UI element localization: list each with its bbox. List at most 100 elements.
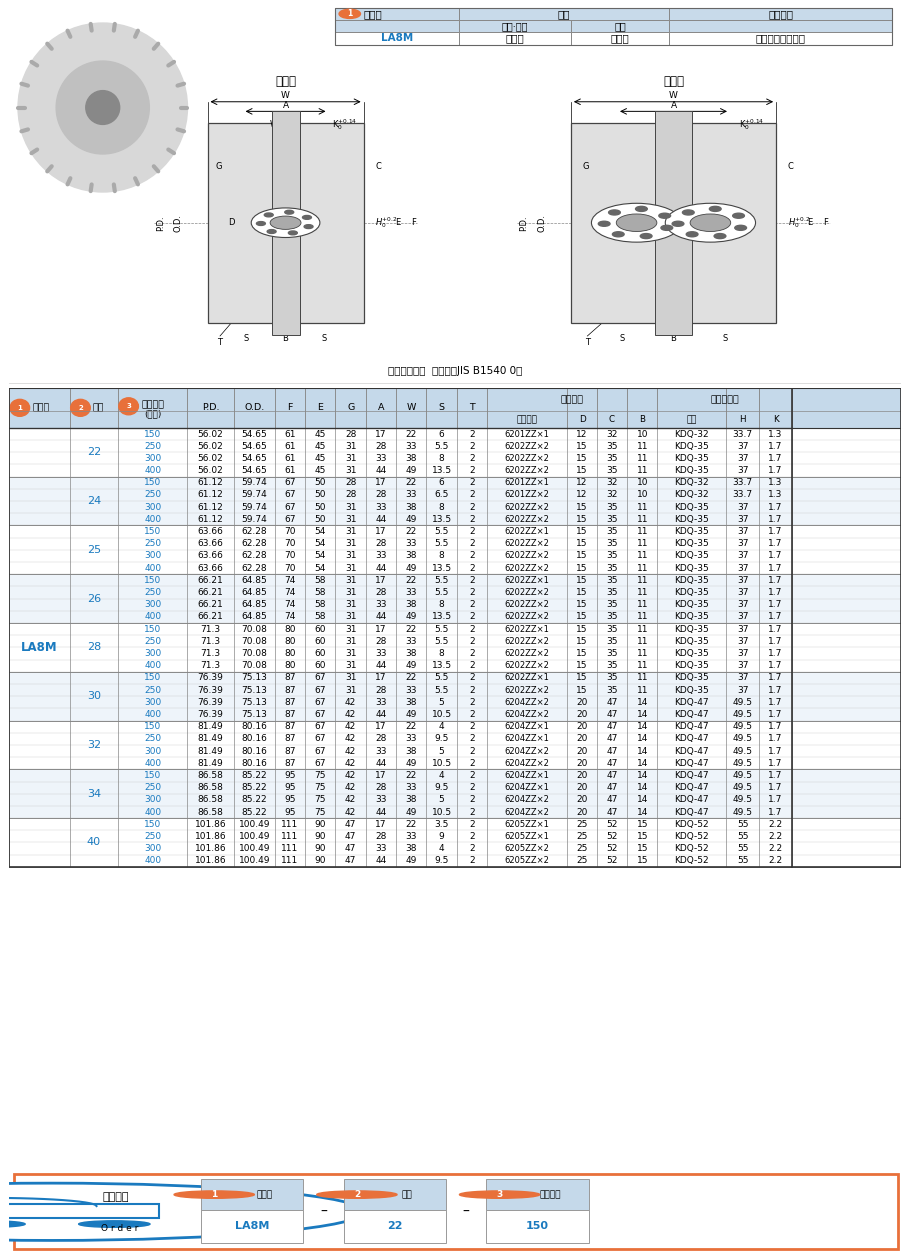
- Bar: [9, 452, 901, 465]
- Text: 1.7: 1.7: [768, 734, 783, 743]
- Text: 32: 32: [86, 740, 101, 750]
- Text: 31: 31: [345, 528, 357, 536]
- Text: 37: 37: [737, 661, 748, 670]
- Text: 2: 2: [470, 856, 475, 865]
- Circle shape: [616, 214, 657, 232]
- Text: 1.7: 1.7: [768, 661, 783, 670]
- Text: 150: 150: [526, 1221, 549, 1231]
- Text: 54.65: 54.65: [241, 442, 268, 451]
- Text: 5: 5: [439, 747, 444, 755]
- Text: 9.5: 9.5: [434, 734, 449, 743]
- Text: 35: 35: [606, 686, 618, 695]
- Text: 250: 250: [144, 539, 161, 548]
- Text: 11: 11: [636, 661, 648, 670]
- Text: P.D.: P.D.: [202, 403, 219, 413]
- Text: 表面处理: 表面处理: [768, 9, 793, 19]
- Text: 31: 31: [345, 648, 357, 658]
- Text: 2: 2: [470, 454, 475, 463]
- Text: 300: 300: [144, 747, 161, 755]
- Text: 2: 2: [470, 478, 475, 487]
- Text: KDQ-32: KDQ-32: [674, 491, 709, 500]
- Text: 37: 37: [737, 539, 748, 548]
- Text: 20: 20: [576, 710, 588, 719]
- Circle shape: [285, 210, 294, 214]
- Text: 35: 35: [606, 601, 618, 609]
- Text: 2: 2: [470, 710, 475, 719]
- Circle shape: [268, 229, 276, 233]
- Text: 76.39: 76.39: [197, 697, 224, 706]
- Text: 5.5: 5.5: [434, 442, 449, 451]
- Text: F: F: [824, 218, 828, 227]
- Text: 60: 60: [315, 661, 326, 670]
- Text: 28: 28: [375, 637, 387, 646]
- Text: 37: 37: [737, 686, 748, 695]
- Text: 47: 47: [345, 856, 357, 865]
- Text: 2: 2: [470, 807, 475, 817]
- Text: 2.2: 2.2: [769, 820, 783, 828]
- Text: 14: 14: [637, 783, 648, 792]
- Circle shape: [264, 213, 273, 217]
- Text: LA8M: LA8M: [381, 34, 413, 43]
- Text: 单轴承: 单轴承: [275, 76, 296, 88]
- Text: 10.5: 10.5: [431, 710, 451, 719]
- Text: 2: 2: [470, 661, 475, 670]
- Bar: [9, 855, 901, 867]
- Text: 100.49: 100.49: [238, 844, 270, 854]
- Circle shape: [733, 213, 744, 218]
- Text: 111: 111: [281, 844, 298, 854]
- Text: 80.16: 80.16: [241, 723, 268, 731]
- Text: 28: 28: [86, 642, 101, 652]
- Text: 61: 61: [284, 442, 296, 451]
- Text: 20: 20: [576, 697, 588, 706]
- Text: 11: 11: [636, 502, 648, 511]
- Text: 13.5: 13.5: [431, 515, 451, 524]
- Text: 38: 38: [406, 747, 417, 755]
- Circle shape: [317, 1191, 397, 1199]
- Text: 5.5: 5.5: [434, 624, 449, 633]
- Text: 6202ZZ×2: 6202ZZ×2: [505, 686, 550, 695]
- Text: 75.13: 75.13: [241, 697, 268, 706]
- Text: 35: 35: [606, 648, 618, 658]
- Text: 6202ZZ×2: 6202ZZ×2: [505, 648, 550, 658]
- Bar: [9, 660, 901, 672]
- Text: 55: 55: [737, 856, 748, 865]
- Text: 33: 33: [406, 783, 417, 792]
- Circle shape: [302, 215, 311, 219]
- Text: 1.7: 1.7: [768, 807, 783, 817]
- Text: 60: 60: [315, 648, 326, 658]
- Bar: [344, 1178, 446, 1210]
- Text: 9: 9: [439, 832, 444, 841]
- Text: 300: 300: [144, 601, 161, 609]
- Text: KDQ-35: KDQ-35: [674, 612, 709, 622]
- Text: 宽度代码: 宽度代码: [141, 400, 164, 409]
- Bar: [460, 8, 669, 20]
- Text: 31: 31: [345, 661, 357, 670]
- Text: 56.02: 56.02: [197, 454, 224, 463]
- Text: 33: 33: [375, 697, 387, 706]
- Text: 6202ZZ×2: 6202ZZ×2: [505, 551, 550, 560]
- Text: 47: 47: [606, 796, 618, 805]
- Text: 58: 58: [315, 575, 326, 585]
- Text: 2: 2: [470, 442, 475, 451]
- Text: 37: 37: [737, 454, 748, 463]
- Text: 2: 2: [470, 491, 475, 500]
- Text: 2: 2: [470, 601, 475, 609]
- Text: 80: 80: [284, 624, 296, 633]
- Text: KDQ-35: KDQ-35: [674, 564, 709, 573]
- Text: E: E: [318, 403, 323, 413]
- Text: 30: 30: [86, 691, 101, 701]
- Text: 11: 11: [636, 564, 648, 573]
- Bar: [669, 20, 892, 33]
- Text: 37: 37: [737, 612, 748, 622]
- Text: 87: 87: [284, 697, 296, 706]
- Text: 64.85: 64.85: [241, 588, 268, 597]
- Text: 37: 37: [737, 564, 748, 573]
- Text: 17: 17: [375, 624, 387, 633]
- Text: 85.22: 85.22: [241, 783, 268, 792]
- Text: 300: 300: [144, 502, 161, 511]
- Text: 55: 55: [737, 832, 748, 841]
- Bar: [9, 514, 901, 525]
- Text: 49: 49: [406, 466, 417, 475]
- Text: 67: 67: [315, 747, 326, 755]
- Text: 22: 22: [406, 429, 417, 438]
